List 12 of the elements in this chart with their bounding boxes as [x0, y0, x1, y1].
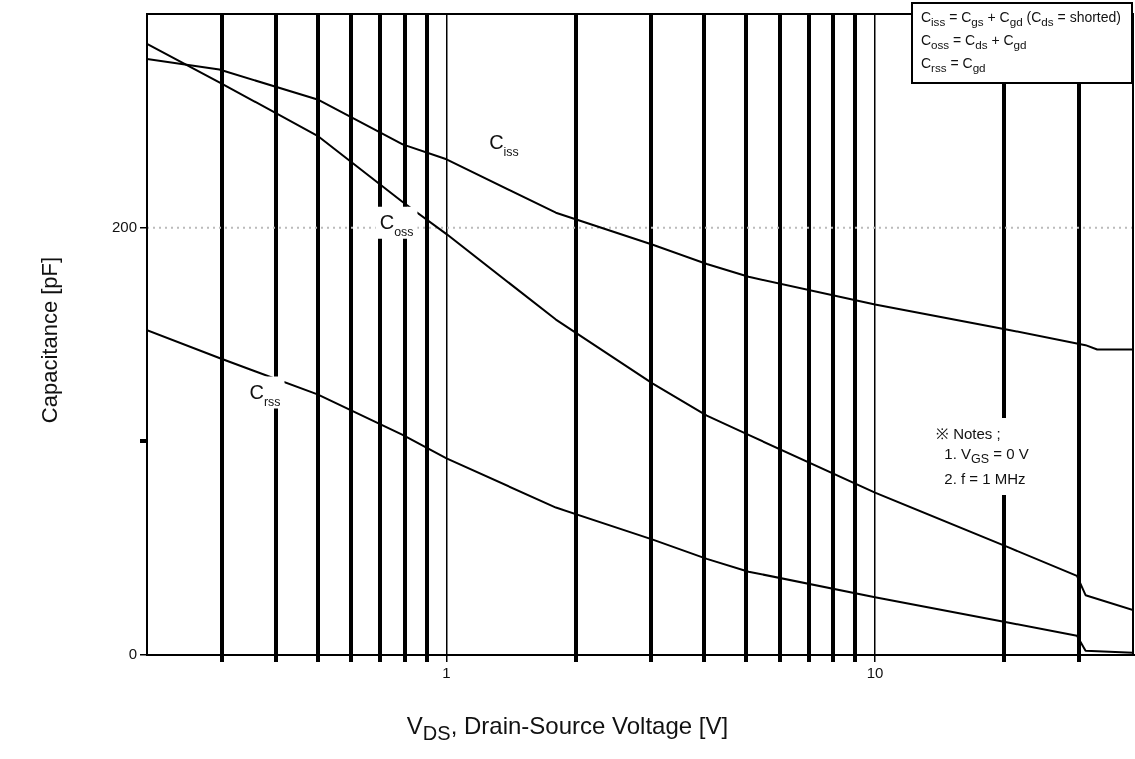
- y-tick-label: 200: [111, 217, 137, 235]
- x-tick-label: 10: [866, 664, 884, 682]
- annotation: 2. f = 1 MHz: [944, 470, 1026, 487]
- x-axis-title: V$_{DS}$, Drain-Source Voltage [V]: [405, 712, 730, 745]
- x-tick-label: 1: [442, 664, 451, 682]
- annotation: C$_{oss}$ = C$_{ds}$ + C$_{gd}$: [920, 31, 1027, 51]
- annotation: C$_{rss}$ = C$_{gd}$: [920, 54, 986, 74]
- text: C$_{iss}$ = C$_{gs}$ + C$_{gd}$ (C$_{ds}$ = shorted): [920, 9, 1121, 28]
- y-axis-title: Capacitance [pF]: [37, 256, 63, 424]
- y-tick-label: 0: [128, 645, 137, 663]
- annotation: 1. V$_{GS}$ = 0 V: [944, 445, 1029, 466]
- annotation: ※ Notes ;: [936, 425, 1001, 442]
